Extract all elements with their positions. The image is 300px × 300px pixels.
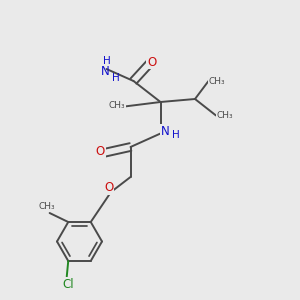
- Text: Cl: Cl: [62, 278, 74, 291]
- Text: H: H: [103, 56, 110, 67]
- Text: CH₃: CH₃: [109, 100, 125, 109]
- Text: O: O: [96, 145, 105, 158]
- Text: O: O: [104, 181, 113, 194]
- Text: N: N: [100, 65, 109, 78]
- Text: H: H: [172, 130, 180, 140]
- Text: CH₃: CH₃: [208, 76, 225, 85]
- Text: CH₃: CH₃: [39, 202, 56, 211]
- Text: O: O: [147, 56, 156, 69]
- Text: H: H: [112, 73, 119, 83]
- Text: N: N: [160, 124, 169, 138]
- Text: CH₃: CH₃: [216, 111, 233, 120]
